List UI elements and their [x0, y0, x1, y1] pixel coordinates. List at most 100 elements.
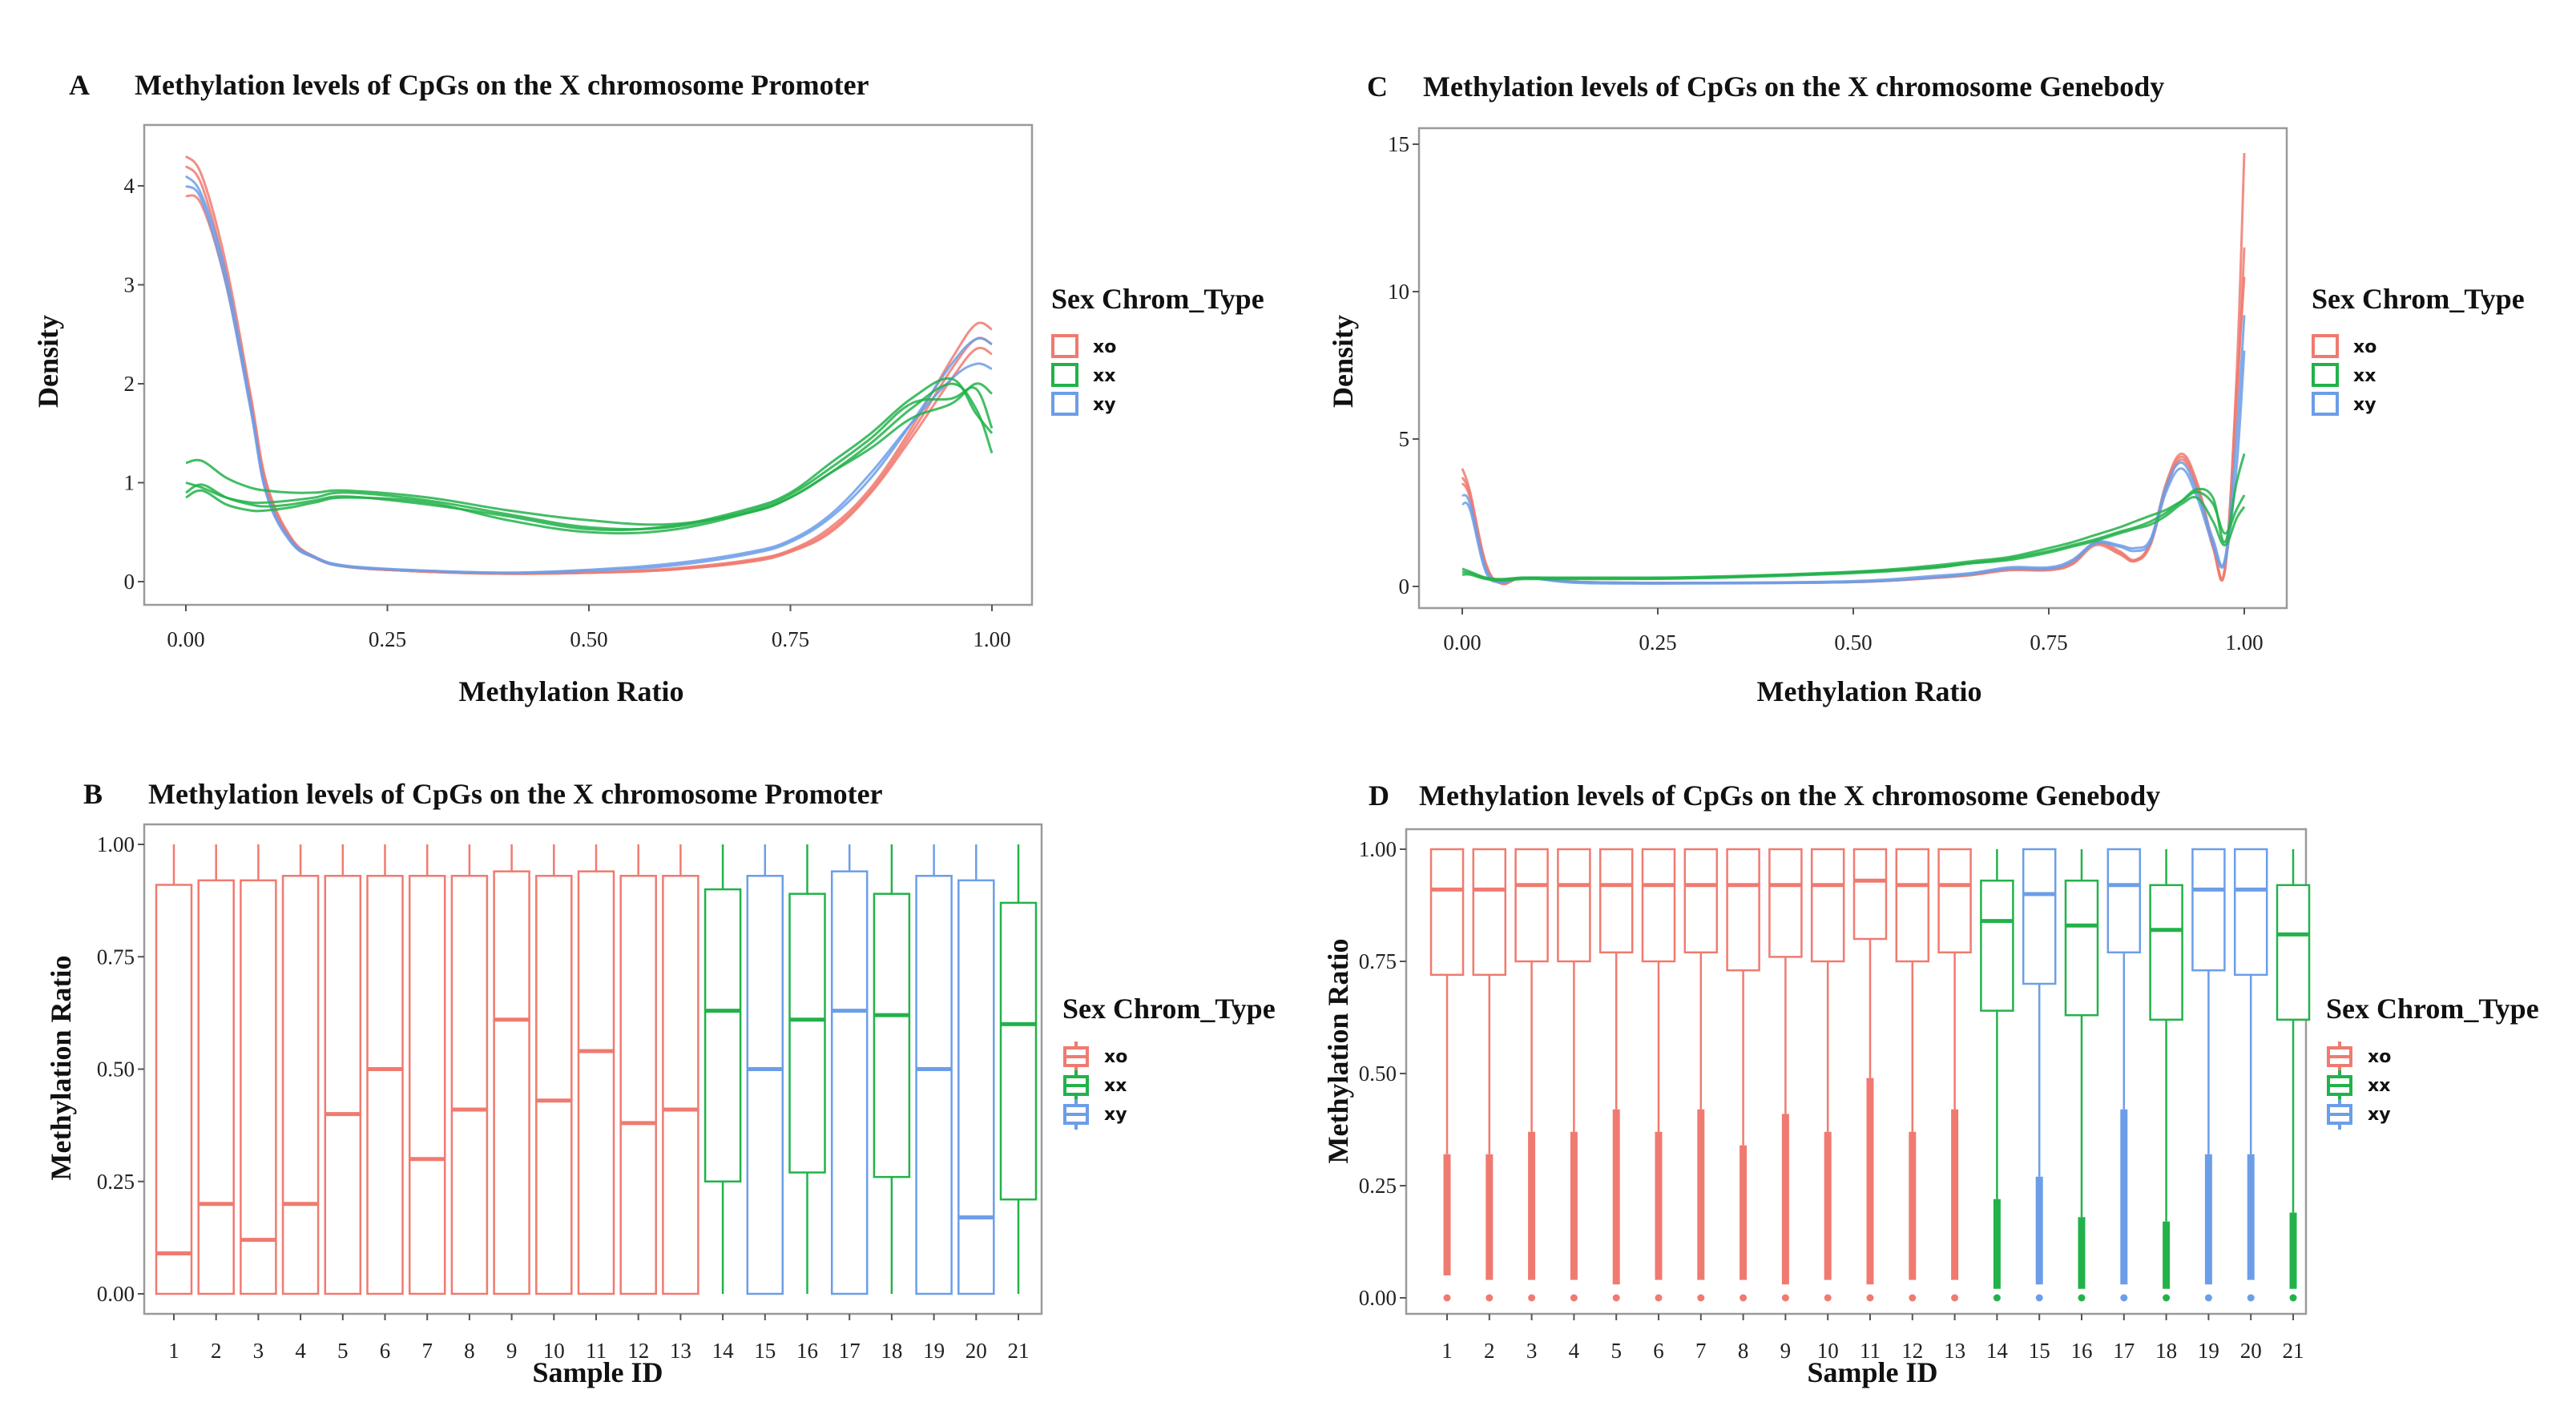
x-tick-label: 1: [1441, 1339, 1453, 1363]
box-sample-12: [1895, 848, 1930, 1302]
box-sample-20: [957, 844, 995, 1295]
y-tick-label: 0.75: [97, 945, 135, 969]
box-sample-17: [830, 844, 869, 1295]
box: [240, 879, 277, 1295]
box: [662, 875, 699, 1295]
box-sample-9: [493, 844, 530, 1295]
legend-key-xy: [2312, 392, 2339, 416]
density-line-xx: [185, 386, 994, 531]
x-tick-label: 0.50: [1834, 630, 1872, 655]
outlier-point-zero: [1909, 1294, 1917, 1302]
y-tick-label: 0.25: [1359, 1174, 1397, 1198]
x-tick-label: 0.00: [167, 627, 204, 651]
x-tick-label: 0.75: [2030, 630, 2067, 655]
box: [281, 875, 320, 1295]
box-sample-13: [1937, 848, 1972, 1302]
legend-key-xo: [2312, 334, 2339, 358]
x-axis-label: Methylation Ratio: [459, 675, 684, 707]
density-line-xy: [184, 175, 993, 574]
legend-label-xx: xx: [1104, 1076, 1127, 1096]
x-tick-label: 19: [923, 1339, 945, 1363]
density-line-xo: [185, 194, 993, 575]
box-sample-15: [746, 844, 784, 1295]
box: [2276, 884, 2311, 1021]
box-sample-20: [2233, 848, 2268, 1302]
box: [619, 875, 657, 1295]
density-line-xy: [1461, 350, 2246, 586]
box: [1852, 848, 1888, 941]
chart-title: Methylation levels of CpGs on the X chro…: [148, 778, 883, 810]
legend-key-xy: [1051, 392, 1078, 416]
legend-label-xy: xy: [1104, 1105, 1127, 1125]
box: [1937, 848, 1972, 954]
x-tick-label: 0.25: [369, 627, 406, 651]
x-tick-label: 12: [627, 1339, 649, 1363]
box-sample-18: [873, 844, 911, 1294]
box-sample-21: [2276, 849, 2311, 1302]
y-tick-label: 0.50: [1359, 1062, 1397, 1086]
box: [746, 875, 784, 1295]
box: [1641, 848, 1676, 963]
x-tick-label: 4: [1569, 1339, 1580, 1363]
density-line-xo: [1461, 276, 2246, 586]
y-tick-label: 0.00: [1359, 1286, 1397, 1310]
outlier-point-zero: [1866, 1294, 1874, 1302]
box-sample-14: [703, 844, 742, 1294]
density-line-xo: [1461, 247, 2246, 586]
x-tick-label: 0.25: [1639, 630, 1676, 655]
outlier-point-zero: [1697, 1294, 1705, 1302]
y-tick-label: 0: [124, 570, 135, 594]
outlier-point-zero: [1486, 1294, 1494, 1302]
box-sample-19: [915, 844, 953, 1295]
x-tick-label: 1.00: [2225, 630, 2263, 655]
outlier-point-zero: [1570, 1294, 1578, 1302]
outlier-point-zero: [1655, 1294, 1663, 1302]
box: [1598, 848, 1634, 954]
panel-label: B: [83, 778, 103, 810]
box: [1726, 848, 1760, 972]
y-tick-label: 1.00: [97, 832, 135, 856]
box-sample-17: [2106, 848, 2142, 1302]
y-tick-label: 2: [124, 372, 135, 396]
y-tick-label: 4: [124, 174, 135, 198]
box-sample-11: [1852, 848, 1888, 1302]
box-sample-6: [1641, 848, 1676, 1302]
box: [2106, 848, 2142, 954]
panel-label: D: [1369, 780, 1389, 812]
density-line-xy: [1461, 315, 2246, 585]
outlier-point-zero: [2204, 1294, 2212, 1302]
legend-label-xy: xy: [1093, 395, 1116, 415]
box-sample-10: [535, 844, 573, 1295]
box-sample-4: [281, 844, 320, 1295]
x-tick-label: 12: [1901, 1339, 1923, 1363]
outlier-point-zero: [1612, 1294, 1620, 1302]
box: [830, 870, 869, 1295]
x-tick-label: 0.75: [772, 627, 809, 651]
legend-label-xx: xx: [2368, 1076, 2390, 1096]
box: [155, 884, 193, 1295]
x-tick-label: 9: [506, 1339, 518, 1363]
legend-label-xo: xo: [2353, 337, 2376, 357]
plot-area: 0.000.250.500.751.001 2 3 4 5 6 7 8 9 10 11 12 13 14 1…: [97, 823, 1276, 1363]
box: [1768, 848, 1803, 958]
box: [2191, 848, 2226, 972]
x-axis-label: Sample ID: [1807, 1356, 1937, 1388]
box: [1895, 848, 1930, 963]
x-tick-label: 2: [211, 1339, 222, 1363]
y-tick-label: 0: [1399, 574, 1410, 598]
y-axis-label: Density: [1327, 315, 1359, 408]
box: [1683, 848, 1719, 954]
x-tick-label: 15: [2029, 1339, 2050, 1363]
box: [873, 892, 911, 1178]
outlier-point-zero: [2120, 1294, 2128, 1302]
box: [1472, 848, 1507, 977]
legend-title: Sex Chrom_Type: [1062, 993, 1276, 1025]
x-tick-label: 3: [1526, 1339, 1538, 1363]
plot-area: 0 1 2 3 4 0.00 0.25 0.50 0.75 1.00 Sex Chrom_Typex…: [124, 123, 1264, 651]
box: [2064, 879, 2099, 1017]
outlier-point-zero: [2247, 1294, 2255, 1302]
box: [197, 879, 235, 1295]
box: [915, 875, 953, 1295]
